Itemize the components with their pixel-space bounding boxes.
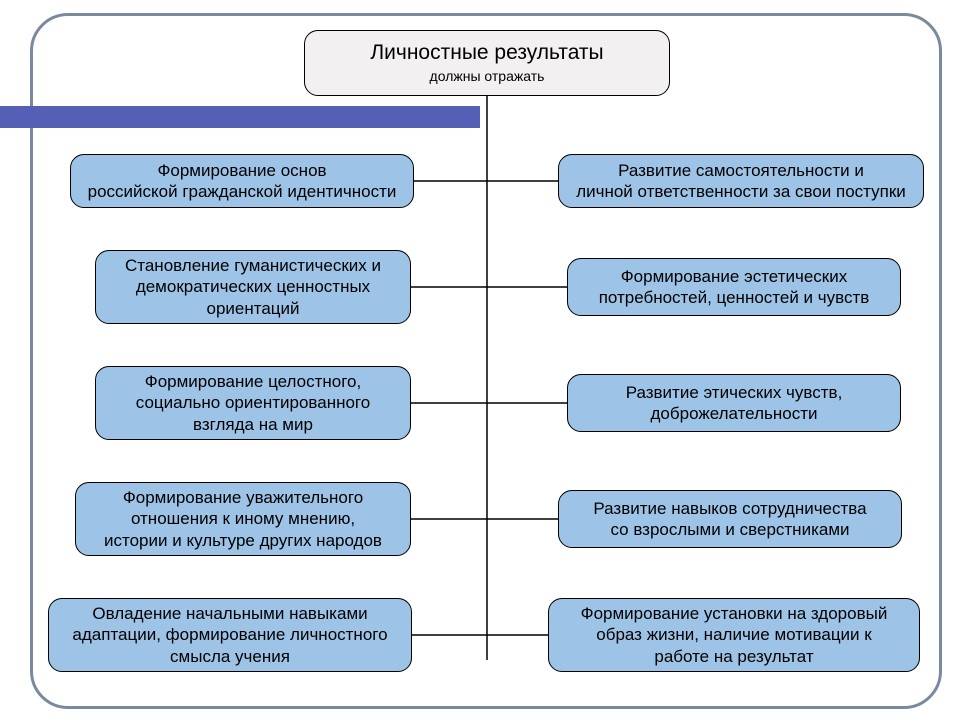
right-node-r4: Развитие навыков сотрудничествасо взросл… bbox=[558, 490, 902, 548]
root-title: Личностные результаты bbox=[370, 40, 603, 66]
left-node-l4: Формирование уважительногоотношения к ин… bbox=[75, 482, 411, 556]
right-node-r5: Формирование установки на здоровыйобраз … bbox=[548, 598, 920, 672]
left-node-l2: Становление гуманистических идемократиче… bbox=[95, 250, 411, 324]
left-node-l3: Формирование целостного,социально ориент… bbox=[95, 366, 411, 440]
left-node-l1: Формирование основроссийской гражданской… bbox=[70, 154, 414, 208]
root-subtitle: должны отражать bbox=[430, 68, 545, 86]
right-node-r2: Формирование эстетическихпотребностей, ц… bbox=[567, 258, 901, 316]
left-node-l5: Овладение начальными навыкамиадаптации, … bbox=[48, 598, 412, 672]
decor-bar bbox=[0, 106, 480, 128]
right-node-r3: Развитие этических чувств,доброжелательн… bbox=[567, 374, 901, 432]
right-node-r1: Развитие самостоятельности иличной ответ… bbox=[558, 154, 924, 208]
root-node: Личностные результаты должны отражать bbox=[304, 30, 670, 96]
